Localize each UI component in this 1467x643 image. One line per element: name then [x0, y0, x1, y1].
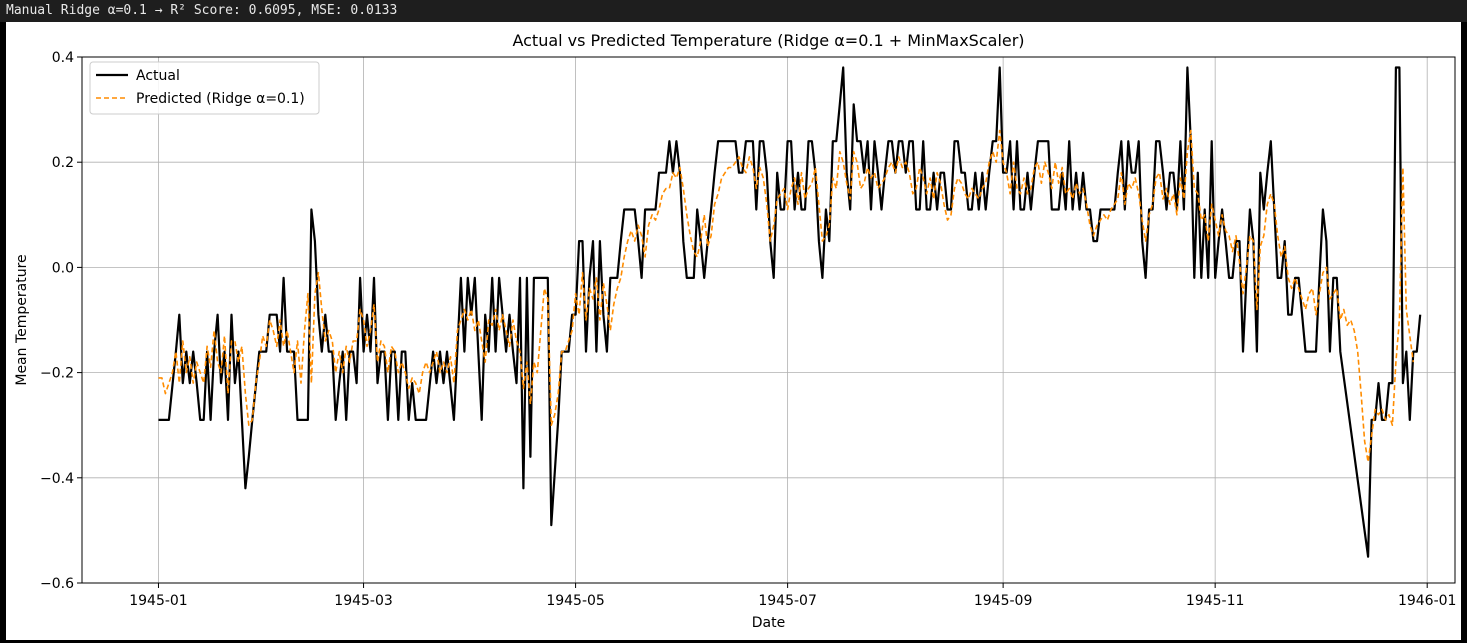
- legend-label-actual: Actual: [136, 68, 180, 84]
- y-tick-label: −0.6: [40, 576, 74, 592]
- y-tick-label: 0.0: [52, 260, 74, 276]
- y-tick-label: −0.4: [40, 471, 74, 487]
- series-line-actual: [158, 66, 1422, 558]
- chart-title: Actual vs Predicted Temperature (Ridge α…: [512, 31, 1024, 50]
- axes-frame: [81, 56, 1456, 584]
- chart: 1945-01 1945-03 1945-05 1945-07 1945-09 1945-…: [14, 31, 1456, 631]
- x-axis-label: Date: [752, 615, 785, 631]
- plot-area: [158, 66, 1422, 558]
- y-tick-label: −0.2: [40, 366, 74, 382]
- x-tick-label: 1945-09: [974, 593, 1033, 609]
- grid-lines: [82, 56, 1455, 584]
- y-tick-label: 0.4: [52, 50, 74, 66]
- y-axis-label: Mean Temperature: [14, 254, 30, 385]
- y-tick-label: 0.2: [52, 155, 74, 171]
- x-tick-label: 1945-11: [1186, 593, 1245, 609]
- series-line-predicted: [158, 129, 1415, 463]
- x-tick-label: 1946-01: [1398, 593, 1457, 609]
- legend: Actual Predicted (Ridge α=0.1): [89, 61, 320, 115]
- x-tick-label: 1945-05: [546, 593, 605, 609]
- x-tick-label: 1945-01: [129, 593, 188, 609]
- output-text: Manual Ridge α=0.1 → R² Score: 0.6095, M…: [0, 0, 1467, 22]
- legend-box: [89, 61, 320, 115]
- x-tick-label: 1945-07: [758, 593, 817, 609]
- legend-label-predicted: Predicted (Ridge α=0.1): [136, 91, 305, 107]
- x-tick-label: 1945-03: [334, 593, 393, 609]
- tick-marks: 1945-01 1945-03 1945-05 1945-07 1945-09 1945-…: [40, 50, 1456, 609]
- figure: 1945-01 1945-03 1945-05 1945-07 1945-09 1945-…: [6, 22, 1461, 640]
